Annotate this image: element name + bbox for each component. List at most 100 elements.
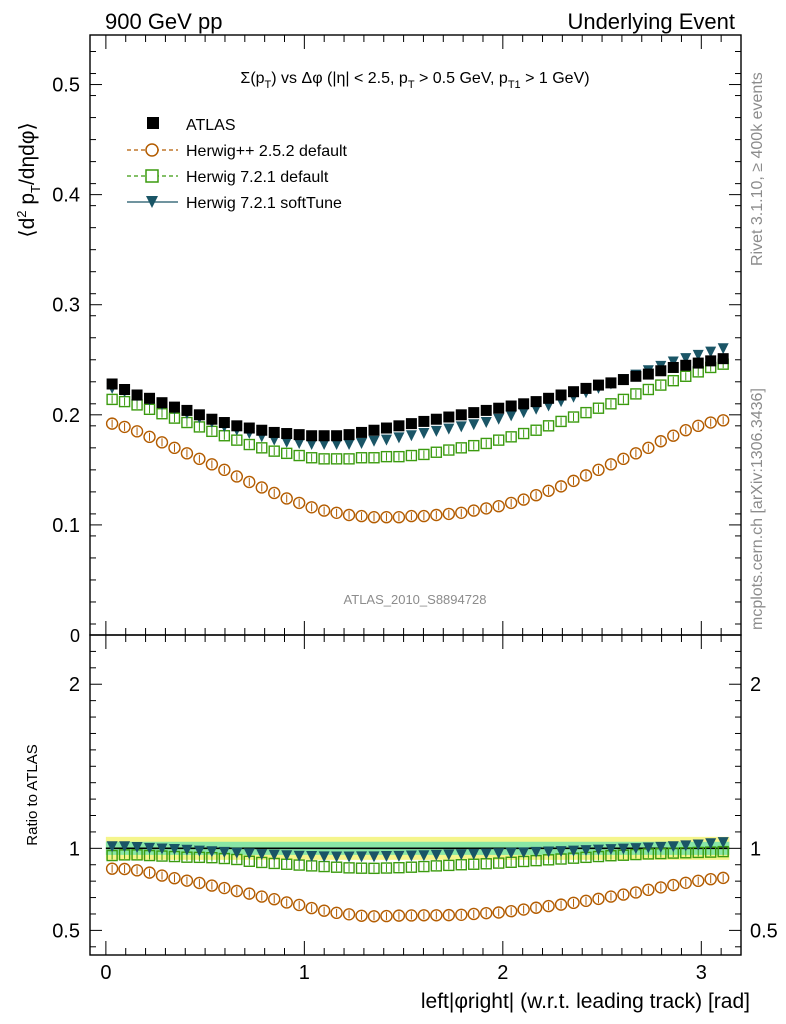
x-tick-label: 0 <box>100 962 111 984</box>
point-atlas <box>617 374 629 386</box>
ratio-point-softtune <box>443 849 455 861</box>
ratio-axes: 0.5 0.5 1 1 2 2 0 1 2 3 <box>52 635 778 984</box>
point-herwigpp <box>143 430 156 444</box>
ratio-point-softtune <box>306 851 318 863</box>
main-y-tick-label: 0.4 <box>52 185 80 207</box>
point-atlas <box>168 401 180 413</box>
ratio-y-tick-label-right: 0.5 <box>750 920 778 942</box>
point-herwig721 <box>655 379 667 391</box>
ratio-point-softtune <box>667 841 679 853</box>
point-herwig721 <box>106 393 118 406</box>
ratio-point-softtune <box>231 847 243 859</box>
ratio-point-softtune <box>368 851 380 863</box>
ratio-point-softtune <box>405 850 417 862</box>
ratio-point-softtune <box>144 842 156 854</box>
ratio-point-softtune <box>168 843 180 855</box>
ratio-point-softtune <box>480 848 492 860</box>
point-atlas <box>131 389 143 401</box>
legend-item-softtune: Herwig 7.2.1 softTune <box>127 195 342 212</box>
point-herwigpp <box>280 492 293 505</box>
point-softtune <box>692 349 704 361</box>
point-herwig721 <box>443 444 455 456</box>
point-softtune <box>468 419 480 431</box>
point-atlas <box>231 420 243 432</box>
point-atlas <box>455 409 467 421</box>
ratio-point-herwigpp <box>579 894 593 908</box>
point-herwig721 <box>555 415 567 428</box>
point-atlas <box>144 392 156 404</box>
point-herwig721 <box>343 453 355 465</box>
point-atlas <box>468 407 480 419</box>
ratio-y-tick-label-left: 1 <box>69 838 80 860</box>
ratio-point-softtune <box>218 846 230 858</box>
ratio-point-herwigpp <box>567 896 580 910</box>
ratio-point-herwigpp <box>118 862 131 876</box>
ratio-point-herwigpp <box>268 893 281 906</box>
point-herwigpp <box>716 414 730 427</box>
ratio-point-softtune <box>393 850 405 862</box>
point-herwigpp <box>355 509 368 523</box>
ratio-point-softtune <box>530 846 542 858</box>
ratio-point-herwigpp <box>492 906 505 919</box>
main-y-tick-label: 0.5 <box>52 75 80 97</box>
point-atlas <box>518 398 530 410</box>
ratio-point-herwigpp <box>130 864 144 877</box>
ratio-point-herwigpp <box>455 908 468 921</box>
ratio-point-herwigpp <box>330 906 343 920</box>
point-atlas <box>368 424 380 436</box>
point-herwigpp <box>255 481 268 494</box>
point-atlas <box>356 426 368 438</box>
legend-label-softtune: Herwig 7.2.1 softTune <box>186 195 342 212</box>
point-herwig721 <box>580 406 592 419</box>
point-herwigpp <box>243 475 256 489</box>
point-herwig721 <box>567 411 580 423</box>
ratio-point-herwig721 <box>343 862 355 874</box>
point-herwigpp <box>667 429 680 442</box>
legend-label-herwigpp: Herwig++ 2.5.2 default <box>186 143 348 160</box>
point-herwigpp <box>118 420 131 434</box>
point-herwigpp <box>430 508 443 522</box>
ratio-point-softtune <box>380 851 392 863</box>
ratio-series-herwigpp <box>105 862 730 923</box>
point-herwig721 <box>530 424 542 436</box>
ratio-point-softtune <box>543 846 555 858</box>
point-atlas <box>106 378 118 390</box>
point-softtune <box>480 417 492 429</box>
point-atlas <box>580 382 592 394</box>
point-atlas <box>293 429 305 441</box>
ratio-point-herwigpp <box>529 901 543 914</box>
point-herwigpp <box>642 441 655 455</box>
point-herwig721 <box>468 439 480 452</box>
point-atlas <box>405 418 417 430</box>
point-softtune <box>306 439 318 451</box>
legend-label-atlas: ATLAS <box>186 117 236 134</box>
ratio-point-herwigpp <box>392 909 406 922</box>
ratio-point-herwigpp <box>592 892 605 906</box>
ratio-point-softtune <box>318 851 330 863</box>
series-atlas <box>106 353 729 442</box>
point-herwigpp <box>567 474 580 488</box>
point-herwig721 <box>667 374 679 387</box>
point-herwigpp <box>305 501 318 514</box>
ratio-point-herwigpp <box>679 876 692 889</box>
point-atlas <box>256 424 268 436</box>
ratio-point-softtune <box>430 849 442 861</box>
point-herwig721 <box>380 450 393 463</box>
ratio-point-herwigpp <box>305 901 318 915</box>
main-panel: 0 0.1 0.2 0.3 0.4 0.5 Σ(pT) vs Δφ (|η| < 2.5,… <box>14 34 742 646</box>
ratio-point-softtune <box>281 850 293 862</box>
legend-marker-atlas <box>147 117 159 129</box>
ratio-point-herwigpp <box>317 904 331 917</box>
plot-title: Σ(pT) vs Δφ (|η| < 2.5, pT > 0.5 GeV, pT… <box>240 70 589 91</box>
point-atlas <box>281 428 293 440</box>
point-softtune <box>343 439 355 451</box>
ratio-point-herwigpp <box>604 890 618 903</box>
ratio-point-softtune <box>580 845 592 857</box>
point-atlas <box>555 389 567 401</box>
point-herwigpp <box>617 452 630 466</box>
ratio-point-herwigpp <box>380 909 393 923</box>
point-herwig721 <box>430 446 443 458</box>
point-atlas <box>430 413 442 425</box>
x-tick-label: 2 <box>497 962 508 984</box>
